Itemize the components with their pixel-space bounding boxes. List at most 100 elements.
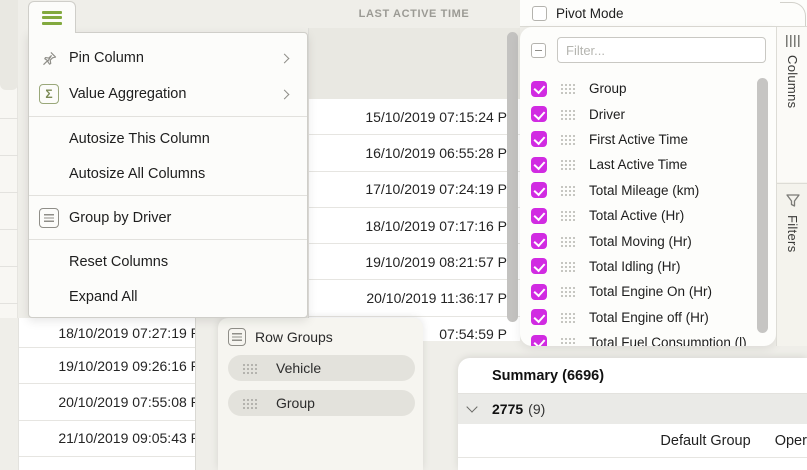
table-row: 18/10/2019 07:27:19 P: [19, 318, 195, 348]
summary-group-row[interactable]: 2775 (9): [458, 394, 807, 424]
column-list-item-group[interactable]: Group: [520, 76, 776, 101]
column-menu-button[interactable]: [28, 1, 76, 33]
cell-date: 18/10/2019 07:27:19 P: [58, 324, 196, 341]
drag-handle-icon[interactable]: [560, 133, 576, 145]
checked-checkbox[interactable]: [531, 233, 547, 250]
chevron-right-icon: [279, 50, 307, 66]
column-list-scrollbar[interactable]: [757, 78, 768, 333]
cell-operator: Opera: [774, 432, 807, 449]
row-divider: [0, 266, 18, 267]
column-filter-input[interactable]: [557, 37, 766, 63]
left-group-block: [0, 0, 18, 90]
row-groups-panel: Row Groups Vehicle Group: [218, 318, 423, 470]
row-groups-title: Row Groups: [255, 329, 333, 345]
drag-handle-icon[interactable]: [560, 83, 576, 95]
column-label: Total Engine On (Hr): [589, 284, 713, 300]
column-label: Total Active (Hr): [589, 208, 685, 224]
table-row: 20/10/2019 07:55:08 P: [19, 384, 195, 421]
row-divider: [0, 155, 18, 156]
column-list-item-first-active-time[interactable]: First Active Time: [520, 127, 776, 152]
menu-item-autosize-all-columns[interactable]: Autosize All Columns: [29, 156, 307, 191]
table-row: 19/10/2019 08:21:57 P: [309, 244, 520, 281]
checked-checkbox[interactable]: [531, 80, 547, 97]
hamburger-icon: [42, 10, 62, 25]
checked-checkbox[interactable]: [531, 334, 547, 346]
group-count: (9): [528, 401, 546, 417]
menu-separator: [29, 116, 307, 117]
menu-item-expand-all[interactable]: Expand All: [29, 279, 307, 314]
chevron-down-icon[interactable]: [466, 401, 478, 413]
column-header-last-active-time[interactable]: LAST ACTIVE TIME: [358, 8, 470, 20]
column-label: Group: [589, 81, 627, 97]
summary-title: Summary (6696): [492, 367, 605, 384]
menu-separator: [29, 195, 307, 196]
cell-last-active-time: 15/10/2019 07:15:24 P: [365, 108, 507, 125]
column-label: First Active Time: [589, 131, 689, 147]
column-list-item-total-active[interactable]: Total Active (Hr): [520, 203, 776, 228]
drag-handle-icon[interactable]: [560, 159, 576, 171]
cell-date: 21/10/2019 09:05:43 P: [58, 430, 196, 447]
cell-last-active-time: 07:54:59 P: [439, 326, 507, 341]
checked-checkbox[interactable]: [531, 283, 547, 300]
column-list-item-total-idling[interactable]: Total Idling (Hr): [520, 254, 776, 279]
menu-item-value-aggregation[interactable]: Σ Value Aggregation: [29, 76, 307, 112]
column-list-item-total-fuel[interactable]: Total Fuel Consumption (l): [520, 330, 776, 346]
column-list-item-total-engine-off[interactable]: Total Engine off (Hr): [520, 305, 776, 330]
tab-columns[interactable]: Columns: [777, 27, 807, 182]
menu-item-autosize-this-column[interactable]: Autosize This Column: [29, 121, 307, 156]
menu-item-label: Reset Columns: [69, 253, 169, 270]
table-row: 15/10/2019 07:15:24 P: [309, 99, 520, 136]
side-tab-strip: Columns Filters: [776, 27, 807, 346]
table-row: 19/10/2019 09:26:16 P: [19, 348, 195, 385]
checked-checkbox[interactable]: [531, 309, 547, 326]
drag-handle-icon[interactable]: [560, 311, 576, 323]
chevron-right-icon: [279, 86, 307, 102]
panel-corner-border: [780, 2, 806, 26]
column-list-item-total-mileage[interactable]: Total Mileage (km): [520, 178, 776, 203]
drag-handle-icon[interactable]: [560, 286, 576, 298]
column-list-item-last-active-time[interactable]: Last Active Time: [520, 152, 776, 177]
drag-handle-icon[interactable]: [560, 184, 576, 196]
row-divider: [0, 192, 18, 193]
drag-handle-icon[interactable]: [560, 337, 576, 346]
drag-handle-icon[interactable]: [242, 397, 258, 409]
tab-filters[interactable]: Filters: [777, 183, 807, 313]
last-active-time-column: 15/10/2019 07:15:24 P 16/10/2019 06:55:2…: [308, 99, 520, 341]
checked-checkbox[interactable]: [531, 258, 547, 275]
drag-handle-icon[interactable]: [560, 235, 576, 247]
column-list-item-total-engine-on[interactable]: Total Engine On (Hr): [520, 279, 776, 304]
tab-label: Columns: [785, 55, 800, 109]
column-filter-row: [531, 37, 766, 63]
checked-checkbox[interactable]: [531, 182, 547, 199]
checked-checkbox[interactable]: [531, 131, 547, 148]
table-row: 16/10/2019 06:55:28 P: [309, 135, 520, 172]
group-row-block: [308, 28, 520, 99]
menu-item-pin-column[interactable]: Pin Column: [29, 40, 307, 76]
menu-item-group-by-driver[interactable]: Group by Driver: [29, 200, 307, 235]
checked-checkbox[interactable]: [531, 106, 547, 123]
pivot-mode-checkbox[interactable]: [532, 5, 547, 21]
drag-handle-icon[interactable]: [560, 210, 576, 222]
row-group-pill-vehicle[interactable]: Vehicle: [228, 355, 415, 381]
cell-last-active-time: 18/10/2019 07:17:16 P: [365, 217, 507, 234]
column-label: Total Fuel Consumption (l): [589, 335, 747, 346]
column-label: Driver: [589, 106, 625, 122]
drag-handle-icon[interactable]: [560, 108, 576, 120]
columns-icon: [785, 35, 800, 47]
checked-checkbox[interactable]: [531, 207, 547, 224]
sigma-icon: Σ: [29, 84, 69, 104]
cell-last-active-time: 16/10/2019 06:55:28 P: [365, 144, 507, 161]
pill-label: Vehicle: [276, 360, 322, 376]
column-label: Last Active Time: [589, 157, 688, 173]
table-row: 18/10/2019 07:17:16 P: [309, 208, 520, 245]
select-all-checkbox-indeterminate[interactable]: [531, 42, 546, 58]
column-list-item-total-moving[interactable]: Total Moving (Hr): [520, 228, 776, 253]
checked-checkbox[interactable]: [531, 156, 547, 173]
row-group-pill-group[interactable]: Group: [228, 390, 415, 416]
menu-item-reset-columns[interactable]: Reset Columns: [29, 244, 307, 279]
grid-vertical-scrollbar[interactable]: [507, 32, 518, 322]
drag-handle-icon[interactable]: [560, 260, 576, 272]
summary-data-row: Default Group Opera: [458, 424, 807, 458]
column-list-item-driver[interactable]: Driver: [520, 101, 776, 126]
drag-handle-icon[interactable]: [242, 362, 258, 374]
